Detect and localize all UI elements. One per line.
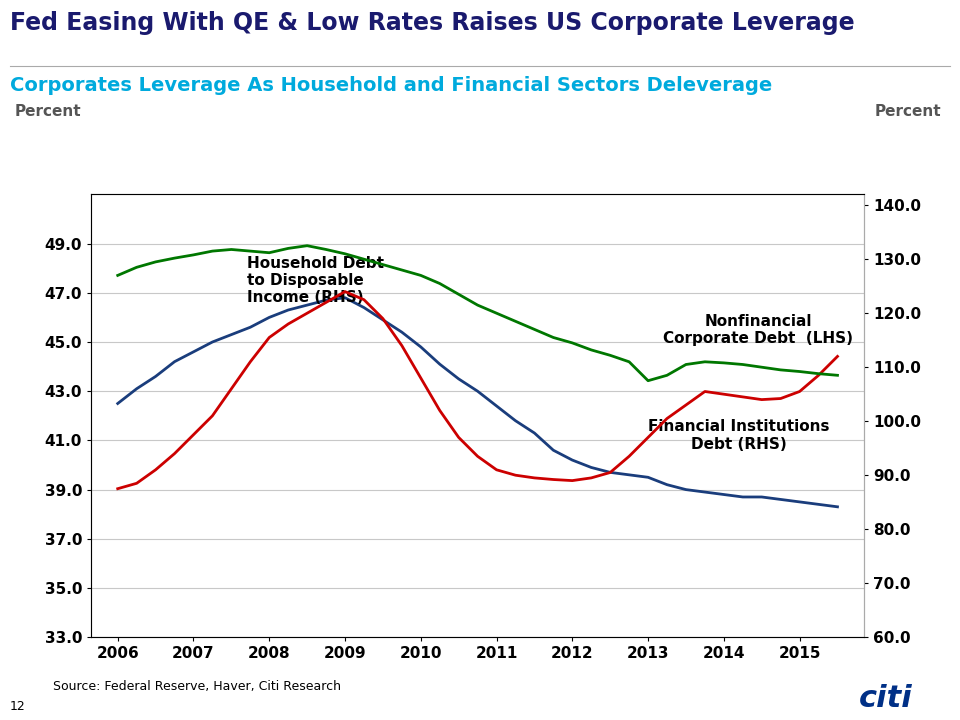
Text: citi: citi (859, 684, 913, 713)
Text: Fed Easing With QE & Low Rates Raises US Corporate Leverage: Fed Easing With QE & Low Rates Raises US… (10, 11, 854, 35)
Text: Financial Institutions
Debt (RHS): Financial Institutions Debt (RHS) (648, 419, 829, 451)
Text: Corporates Leverage As Household and Financial Sectors Deleverage: Corporates Leverage As Household and Fin… (10, 76, 772, 94)
Text: Household Debt
to Disposable
Income (RHS): Household Debt to Disposable Income (RHS… (247, 256, 383, 305)
Text: Percent: Percent (14, 104, 81, 119)
Text: Nonfinancial
Corporate Debt  (LHS): Nonfinancial Corporate Debt (LHS) (663, 313, 852, 346)
Text: Percent: Percent (875, 104, 941, 119)
Text: 12: 12 (10, 700, 25, 713)
Text: Source: Federal Reserve, Haver, Citi Research: Source: Federal Reserve, Haver, Citi Res… (53, 680, 341, 693)
